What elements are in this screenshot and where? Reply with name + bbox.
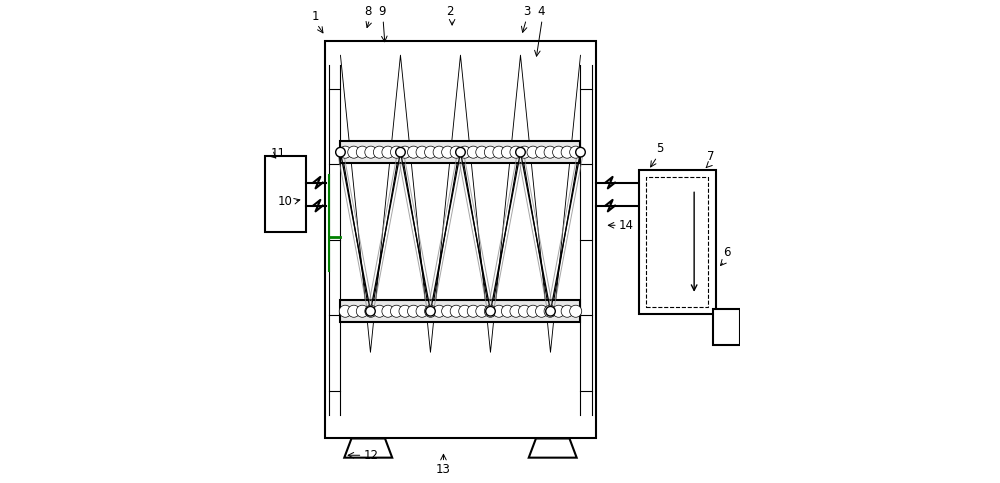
Circle shape xyxy=(518,305,531,317)
Circle shape xyxy=(518,146,531,158)
Circle shape xyxy=(356,146,368,158)
Text: 13: 13 xyxy=(436,463,451,476)
Circle shape xyxy=(544,305,556,317)
Circle shape xyxy=(459,305,471,317)
Circle shape xyxy=(339,305,351,317)
Circle shape xyxy=(382,305,394,317)
Circle shape xyxy=(407,146,420,158)
Circle shape xyxy=(493,146,505,158)
Circle shape xyxy=(510,305,522,317)
Circle shape xyxy=(536,305,548,317)
Circle shape xyxy=(390,305,402,317)
Circle shape xyxy=(459,146,471,158)
Circle shape xyxy=(426,306,435,316)
Circle shape xyxy=(570,146,582,158)
Circle shape xyxy=(425,305,437,317)
Circle shape xyxy=(516,147,525,157)
Text: 3: 3 xyxy=(524,5,531,18)
Circle shape xyxy=(416,305,428,317)
Circle shape xyxy=(433,305,445,317)
Circle shape xyxy=(570,305,582,317)
Polygon shape xyxy=(265,156,306,232)
Circle shape xyxy=(476,146,488,158)
Text: 2: 2 xyxy=(446,5,453,18)
Circle shape xyxy=(576,147,585,157)
Text: 9: 9 xyxy=(378,5,385,18)
Polygon shape xyxy=(639,170,716,314)
Circle shape xyxy=(501,305,513,317)
Circle shape xyxy=(373,146,385,158)
Circle shape xyxy=(467,305,479,317)
Circle shape xyxy=(493,305,505,317)
Circle shape xyxy=(450,305,462,317)
Circle shape xyxy=(450,146,462,158)
Circle shape xyxy=(433,146,445,158)
Text: 7: 7 xyxy=(707,150,714,163)
Text: 10: 10 xyxy=(278,195,293,208)
Circle shape xyxy=(484,305,496,317)
Circle shape xyxy=(476,305,488,317)
Circle shape xyxy=(561,305,573,317)
Polygon shape xyxy=(529,439,577,458)
Circle shape xyxy=(366,306,375,316)
Circle shape xyxy=(399,305,411,317)
Circle shape xyxy=(442,305,454,317)
Circle shape xyxy=(425,146,437,158)
Circle shape xyxy=(561,146,573,158)
Circle shape xyxy=(396,147,405,157)
Circle shape xyxy=(442,146,454,158)
Text: 11: 11 xyxy=(271,147,286,160)
Circle shape xyxy=(348,305,360,317)
Circle shape xyxy=(336,147,345,157)
Circle shape xyxy=(399,146,411,158)
Polygon shape xyxy=(344,439,392,458)
Circle shape xyxy=(339,146,351,158)
Circle shape xyxy=(407,305,420,317)
Circle shape xyxy=(467,146,479,158)
Text: 8: 8 xyxy=(365,5,372,18)
Circle shape xyxy=(484,146,496,158)
Text: 4: 4 xyxy=(537,5,544,18)
Polygon shape xyxy=(340,300,580,322)
Circle shape xyxy=(365,146,377,158)
Circle shape xyxy=(510,146,522,158)
Circle shape xyxy=(553,305,565,317)
Circle shape xyxy=(553,146,565,158)
Text: 12: 12 xyxy=(363,449,378,462)
Text: 6: 6 xyxy=(723,246,730,259)
Circle shape xyxy=(546,306,555,316)
Circle shape xyxy=(501,146,513,158)
Circle shape xyxy=(527,305,539,317)
Polygon shape xyxy=(340,142,580,163)
Circle shape xyxy=(390,146,402,158)
Circle shape xyxy=(365,305,377,317)
Text: 1: 1 xyxy=(312,10,319,23)
Circle shape xyxy=(544,146,556,158)
Circle shape xyxy=(527,146,539,158)
Circle shape xyxy=(536,146,548,158)
Polygon shape xyxy=(713,309,740,345)
Circle shape xyxy=(456,147,465,157)
Circle shape xyxy=(486,306,495,316)
Circle shape xyxy=(356,305,368,317)
Text: 5: 5 xyxy=(656,142,663,155)
Circle shape xyxy=(382,146,394,158)
Text: 14: 14 xyxy=(619,219,634,232)
Circle shape xyxy=(373,305,385,317)
Circle shape xyxy=(416,146,428,158)
Circle shape xyxy=(348,146,360,158)
